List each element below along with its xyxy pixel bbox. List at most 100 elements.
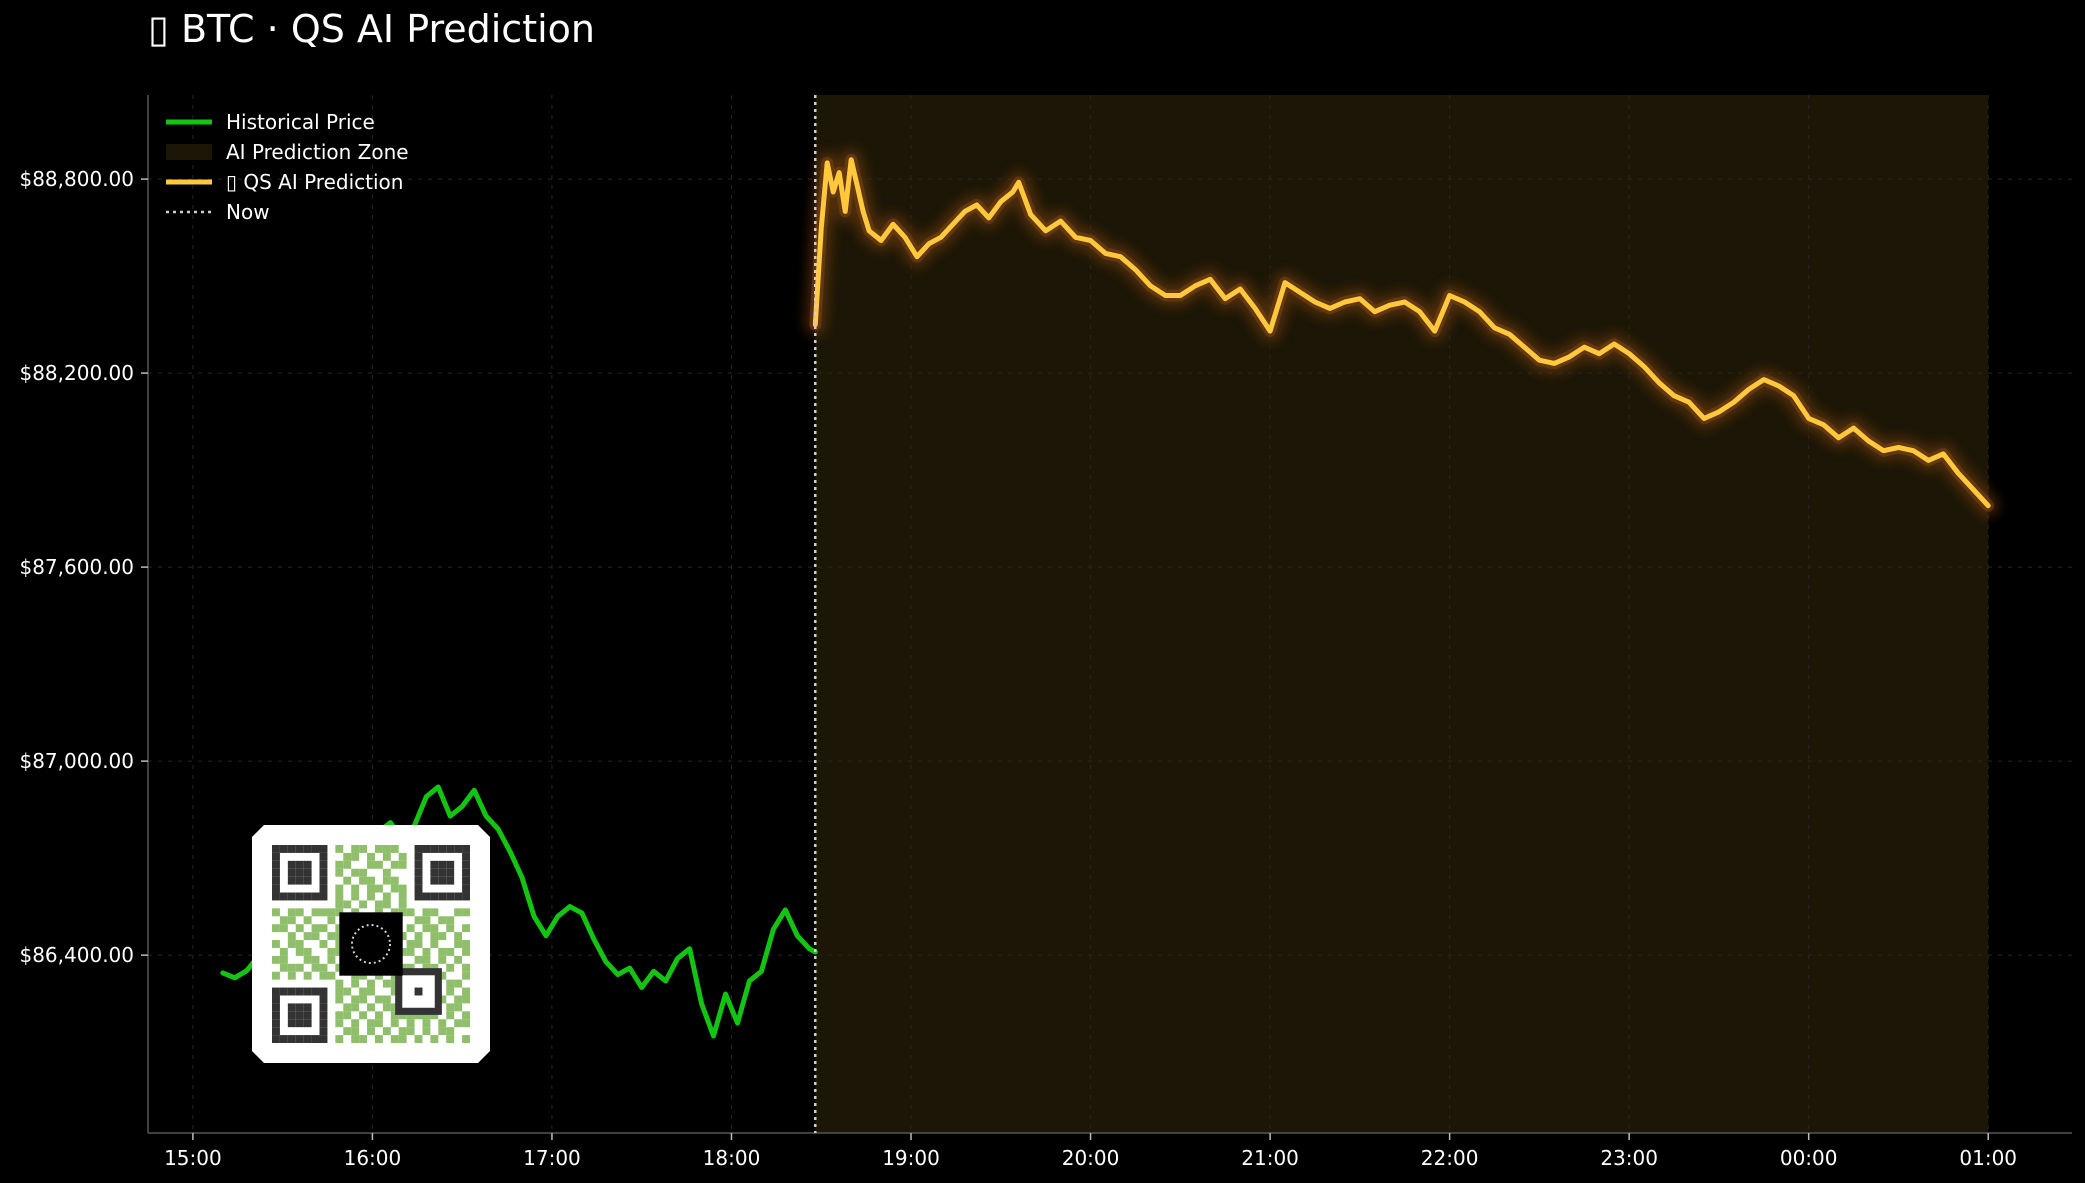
qr-module <box>374 908 383 917</box>
qr-module <box>359 845 368 853</box>
qr-module <box>414 860 423 869</box>
qr-module <box>351 1035 360 1043</box>
qr-module <box>279 987 288 996</box>
qr-module <box>272 955 280 964</box>
qr-module <box>335 995 344 1004</box>
qr-module <box>319 884 328 893</box>
qr-module <box>351 1027 360 1036</box>
qr-module <box>414 1011 423 1020</box>
qr-module <box>462 1035 470 1043</box>
qr-module <box>367 876 375 885</box>
qr-module <box>422 947 431 956</box>
qr-module <box>319 924 328 933</box>
qr-module <box>454 979 463 988</box>
qr-module <box>398 1027 407 1036</box>
qr-module <box>406 947 415 956</box>
qr-module <box>390 1003 399 1012</box>
qr-module <box>303 876 312 885</box>
qr-module <box>351 868 360 877</box>
qr-module <box>430 940 439 948</box>
qr-module <box>398 892 407 901</box>
qr-module <box>438 892 447 901</box>
x-tick-label: 22:00 <box>1421 1146 1479 1170</box>
qr-module <box>343 860 352 869</box>
qr-module <box>398 1035 407 1043</box>
qr-module <box>287 860 296 869</box>
qr-module <box>279 924 288 933</box>
qr-center-logo-mark <box>350 923 392 965</box>
prediction-line <box>812 157 1991 509</box>
qr-module <box>406 963 415 972</box>
qr-module <box>279 892 288 901</box>
qr-module <box>430 1011 439 1020</box>
qr-module <box>272 884 280 893</box>
qr-module <box>422 908 431 917</box>
chart-title: ▯ BTC · QS AI Prediction <box>148 7 595 51</box>
qr-module <box>422 892 431 901</box>
qr-module <box>311 963 320 972</box>
qr-module <box>319 971 328 980</box>
qr-module <box>454 1019 463 1028</box>
qr-module <box>454 932 463 941</box>
qr-module <box>398 852 407 861</box>
qr-module <box>390 979 399 988</box>
qr-module <box>303 868 312 877</box>
qr-module <box>374 995 383 1004</box>
qr-module <box>438 845 447 853</box>
qr-module <box>446 892 455 901</box>
qr-module <box>319 1027 328 1036</box>
x-tick-label: 01:00 <box>1959 1146 2017 1170</box>
qr-module <box>398 1011 407 1020</box>
qr-module <box>351 1003 360 1012</box>
qr-module <box>311 845 320 853</box>
qr-module <box>438 955 447 964</box>
qr-module <box>279 963 288 972</box>
qr-module <box>335 892 344 901</box>
qr-module <box>422 955 431 964</box>
qr-module <box>303 845 312 853</box>
qr-module <box>272 1019 280 1028</box>
qr-module <box>343 987 352 996</box>
qr-module <box>287 868 296 877</box>
qr-module <box>319 845 328 853</box>
qr-module <box>303 1011 312 1020</box>
qr-module <box>462 987 470 996</box>
legend-label-now: Now <box>226 200 270 224</box>
qr-module <box>406 908 415 917</box>
qr-module <box>462 876 470 885</box>
qr-module <box>454 908 463 917</box>
qr-module <box>382 1027 391 1036</box>
qr-module <box>335 900 344 909</box>
qr-module <box>327 908 336 917</box>
qr-module <box>319 860 328 869</box>
qr-module <box>367 1019 375 1028</box>
qr-module <box>374 1019 383 1028</box>
qr-module <box>319 1003 328 1012</box>
qr-module <box>367 987 375 996</box>
qr-module <box>295 1035 304 1043</box>
qr-module <box>279 916 288 925</box>
qr-module <box>390 987 399 996</box>
qr-module <box>335 987 344 996</box>
qr-module <box>446 845 455 853</box>
qr-module <box>414 916 423 925</box>
qr-module <box>295 924 304 933</box>
x-tick-label: 18:00 <box>703 1146 761 1170</box>
legend: Historical Price AI Prediction Zone ▯ QS A… <box>166 110 409 224</box>
qr-module <box>335 1035 344 1043</box>
qr-module <box>422 1019 431 1028</box>
qr-module <box>359 868 368 877</box>
x-tick-label: 00:00 <box>1780 1146 1838 1170</box>
qr-module <box>287 1011 296 1020</box>
qr-module <box>398 900 407 909</box>
qr-module <box>272 892 280 901</box>
qr-module <box>287 1035 296 1043</box>
qr-module <box>438 868 447 877</box>
qr-module <box>311 924 320 933</box>
qr-module <box>287 845 296 853</box>
qr-module <box>422 963 431 972</box>
qr-module <box>303 1003 312 1012</box>
qr-module <box>303 955 312 964</box>
grid-layer <box>148 95 2072 1133</box>
qr-module <box>359 987 368 996</box>
